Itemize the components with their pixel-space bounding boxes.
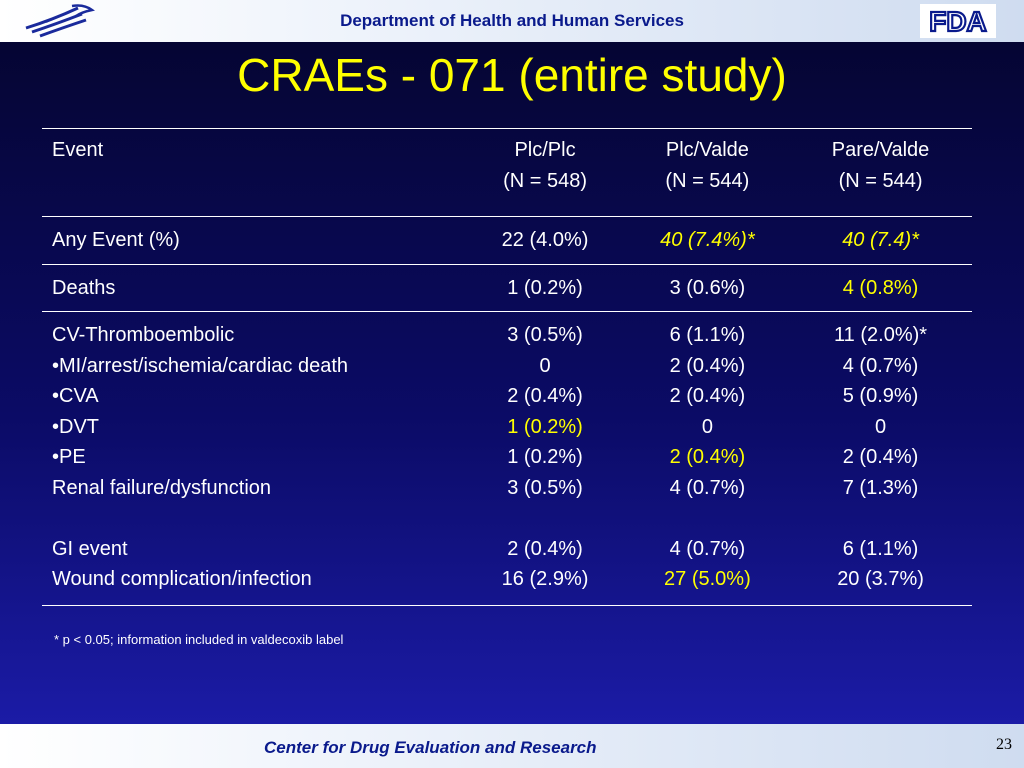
event-value: 2 (0.4%)	[842, 446, 919, 468]
event-value: 4 (0.7%)	[842, 354, 919, 377]
deaths-pare-valde: 4 (0.8%)	[789, 263, 972, 312]
header-plc-plc-label: Plc/Plc	[514, 139, 576, 161]
event-value: 4 (0.7%)	[669, 537, 746, 560]
fda-logo-text: FDA	[929, 6, 987, 37]
event-value: 11 (2.0%)*	[834, 324, 928, 346]
events-labels-cell: CV-Thromboembolic •MI/arrest/ischemia/ca…	[42, 311, 465, 606]
table-row-deaths: Deaths 1 (0.2%) 3 (0.6%) 4 (0.8%)	[42, 263, 972, 312]
event-value: 3 (0.5%)	[507, 476, 583, 499]
footnote: * p < 0.05; information included in vald…	[54, 632, 344, 647]
header-event-label: Event	[52, 139, 104, 161]
event-value: 20 (3.7%)	[837, 568, 924, 590]
event-value: 6 (1.1%)	[669, 324, 746, 346]
event-label: Renal failure/dysfunction	[52, 476, 272, 499]
event-value: 0	[539, 354, 551, 377]
event-label: Wound complication/infection	[52, 568, 312, 590]
header-cell-pare-valde: Pare/Valde (N = 544)	[789, 128, 972, 217]
event-value: 0	[874, 415, 887, 438]
header-title: Department of Health and Human Services	[340, 11, 684, 30]
deaths-label: Deaths	[42, 263, 465, 312]
event-value: 2 (0.4%)	[669, 354, 746, 377]
event-value: 5 (0.9%)	[842, 385, 919, 407]
event-label: •MI/arrest/ischemia/cardiac death	[52, 354, 349, 377]
event-value: 6 (1.1%)	[842, 537, 919, 560]
spacer	[636, 503, 779, 534]
event-value: 2 (0.4%)	[507, 537, 583, 560]
event-value-highlight: 27 (5.0%)	[664, 568, 751, 590]
header-pare-valde-n: (N = 544)	[838, 169, 923, 192]
spacer	[799, 503, 962, 534]
event-value: 2 (0.4%)	[669, 385, 746, 407]
event-value: 2 (0.4%)	[507, 385, 583, 407]
deaths-plc-plc: 1 (0.2%)	[464, 263, 626, 312]
any-event-label: Any Event (%)	[42, 216, 465, 264]
deaths-plc-valde: 3 (0.6%)	[625, 263, 790, 312]
crae-table: Event Plc/Plc (N = 548) Plc/Valde (N = 5…	[42, 128, 972, 606]
table-row-events: CV-Thromboembolic •MI/arrest/ischemia/ca…	[42, 311, 972, 606]
event-label: •DVT	[52, 415, 100, 438]
page-number: 23	[996, 736, 1012, 753]
header-bar: Department of Health and Human Services …	[0, 0, 1024, 42]
spacer	[474, 503, 615, 534]
event-label: GI event	[52, 537, 128, 560]
events-plc-plc-cell: 3 (0.5%) 0 2 (0.4%) 1 (0.2%) 1 (0.2%) 3 …	[464, 311, 626, 606]
event-value-highlight: 1 (0.2%)	[507, 415, 583, 438]
header-cell-plc-plc: Plc/Plc (N = 548)	[464, 128, 626, 217]
fda-logo-icon: FDA	[920, 4, 996, 38]
any-event-pare-valde: 40 (7.4)*	[789, 216, 972, 264]
table-header-row: Event Plc/Plc (N = 548) Plc/Valde (N = 5…	[42, 128, 972, 217]
header-plc-valde-n: (N = 544)	[665, 169, 750, 192]
any-event-plc-plc: 22 (4.0%)	[464, 216, 626, 264]
table-row-any-event: Any Event (%) 22 (4.0%) 40 (7.4%)* 40 (7…	[42, 216, 972, 264]
any-event-plc-valde: 40 (7.4%)*	[625, 216, 790, 264]
header-plc-plc-n: (N = 548)	[503, 169, 587, 192]
header-pare-valde-label: Pare/Valde	[831, 139, 930, 161]
header-plc-valde-label: Plc/Valde	[665, 139, 749, 161]
event-value-highlight: 2 (0.4%)	[669, 446, 746, 468]
event-label: •PE	[52, 446, 86, 468]
event-value: 4 (0.7%)	[669, 476, 746, 499]
hhs-eagle-logo-icon	[25, 4, 95, 38]
event-value: 1 (0.2%)	[507, 446, 583, 468]
event-label: CV-Thromboembolic	[52, 324, 235, 346]
events-pare-valde-cell: 11 (2.0%)* 4 (0.7%) 5 (0.9%) 0 2 (0.4%) …	[789, 311, 972, 606]
footer-title: Center for Drug Evaluation and Research	[264, 738, 597, 757]
header-cell-plc-valde: Plc/Valde (N = 544)	[625, 128, 790, 217]
event-value: 3 (0.5%)	[507, 324, 583, 346]
event-label: •CVA	[52, 385, 99, 407]
event-value: 0	[701, 415, 713, 438]
slide-title: CRAEs - 071 (entire study)	[237, 49, 787, 101]
event-value: 7 (1.3%)	[842, 476, 919, 499]
header-cell-event: Event	[42, 128, 465, 217]
footer-bar: Center for Drug Evaluation and Research …	[0, 724, 1024, 768]
events-plc-valde-cell: 6 (1.1%) 2 (0.4%) 2 (0.4%) 0 2 (0.4%) 4 …	[625, 311, 790, 606]
event-value: 16 (2.9%)	[501, 568, 589, 590]
spacer	[52, 503, 454, 534]
